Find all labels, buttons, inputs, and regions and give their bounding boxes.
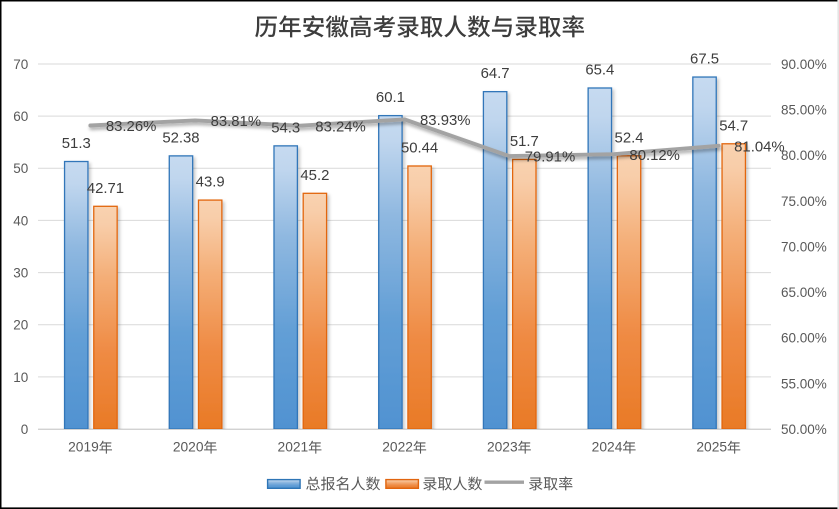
svg-text:50: 50 (13, 161, 28, 176)
svg-text:51.7: 51.7 (510, 134, 539, 150)
svg-text:81.04%: 81.04% (734, 139, 785, 155)
svg-text:83.81%: 83.81% (211, 114, 262, 130)
svg-text:43.9: 43.9 (196, 175, 225, 191)
svg-text:52.38: 52.38 (162, 130, 199, 146)
svg-text:85.00%: 85.00% (781, 103, 827, 118)
svg-text:80.00%: 80.00% (781, 148, 827, 163)
svg-text:60.1: 60.1 (376, 90, 405, 106)
svg-text:70.00%: 70.00% (781, 239, 827, 254)
svg-text:54.3: 54.3 (271, 120, 300, 136)
svg-text:65.00%: 65.00% (781, 285, 827, 300)
svg-text:80.12%: 80.12% (629, 148, 680, 164)
svg-text:2024: 2024 (592, 440, 623, 455)
svg-text:83.93%: 83.93% (420, 113, 471, 129)
svg-text:50.00%: 50.00% (781, 422, 827, 437)
svg-text:67.5: 67.5 (690, 52, 719, 68)
svg-text:20: 20 (13, 318, 28, 333)
svg-text:2019: 2019 (68, 440, 99, 455)
svg-text:83.26%: 83.26% (106, 119, 157, 135)
svg-text:0: 0 (21, 422, 29, 437)
svg-text:30: 30 (13, 265, 28, 280)
svg-text:60: 60 (13, 109, 28, 124)
svg-text:2023: 2023 (487, 440, 518, 455)
svg-text:2022: 2022 (382, 440, 413, 455)
svg-text:64.7: 64.7 (481, 66, 510, 82)
svg-text:60.00%: 60.00% (781, 331, 827, 346)
svg-text:79.91%: 79.91% (525, 150, 576, 166)
svg-text:75.00%: 75.00% (781, 194, 827, 209)
svg-text:54.7: 54.7 (719, 118, 748, 134)
svg-text:51.3: 51.3 (62, 136, 91, 152)
svg-text:40: 40 (13, 213, 28, 228)
svg-text:2021: 2021 (278, 440, 309, 455)
svg-text:50.44: 50.44 (401, 140, 438, 156)
svg-text:52.4: 52.4 (615, 130, 644, 146)
svg-text:2025: 2025 (696, 440, 727, 455)
svg-text:65.4: 65.4 (585, 62, 614, 78)
svg-text:10: 10 (13, 370, 28, 385)
svg-text:45.2: 45.2 (300, 168, 329, 184)
svg-text:2020: 2020 (173, 440, 204, 455)
svg-text:42.71: 42.71 (87, 181, 124, 197)
svg-text:55.00%: 55.00% (781, 376, 827, 391)
svg-text:83.24%: 83.24% (315, 119, 366, 135)
svg-text:70: 70 (13, 57, 28, 72)
svg-text:90.00%: 90.00% (781, 57, 827, 72)
